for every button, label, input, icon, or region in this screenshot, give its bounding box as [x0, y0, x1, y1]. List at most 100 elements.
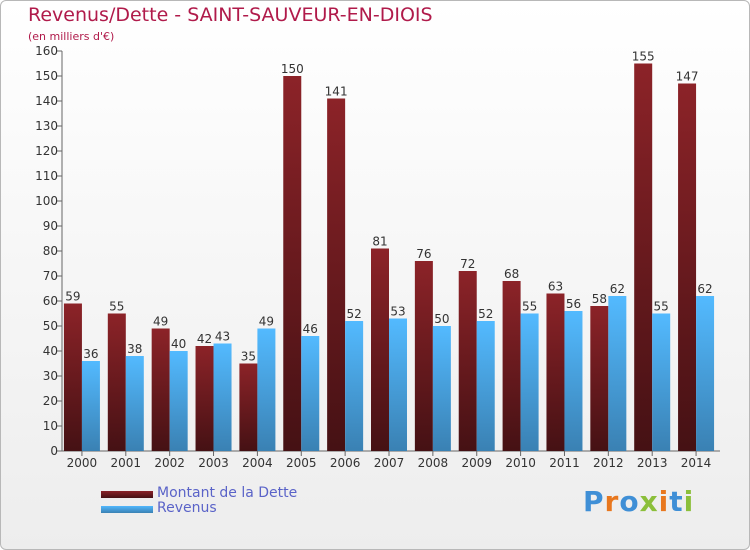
y-tick-label: 30: [43, 369, 58, 383]
bar-revenus: [520, 313, 539, 451]
bar-dette: [414, 261, 433, 451]
x-tick-label: 2001: [111, 456, 142, 470]
data-label-revenus: 46: [303, 322, 318, 336]
bar-revenus: [564, 311, 583, 451]
bar-revenus: [608, 296, 627, 451]
x-tick-label: 2010: [505, 456, 536, 470]
data-label-dette: 141: [325, 85, 348, 99]
x-tick-label: 2014: [681, 456, 712, 470]
y-tick-label: 80: [43, 244, 58, 258]
y-tick-label: 140: [35, 94, 58, 108]
x-tick-label: 2002: [154, 456, 185, 470]
data-label-dette: 55: [109, 300, 124, 314]
chart-subtitle: (en milliers d'€): [28, 30, 115, 43]
data-label-dette: 59: [65, 290, 80, 304]
bar-dette: [546, 293, 565, 451]
x-tick-label: 2005: [286, 456, 317, 470]
y-tick-label: 110: [35, 169, 58, 183]
data-label-dette: 42: [197, 332, 212, 346]
y-tick-label: 40: [43, 344, 58, 358]
data-label-dette: 150: [281, 62, 304, 76]
data-label-revenus: 49: [259, 315, 274, 329]
data-label-dette: 49: [153, 315, 168, 329]
y-tick-label: 100: [35, 194, 58, 208]
data-label-revenus: 38: [127, 342, 142, 356]
bar-revenus: [169, 351, 188, 451]
y-tick-label: 20: [43, 394, 58, 408]
data-label-revenus: 36: [83, 347, 98, 361]
bar-dette: [678, 83, 697, 451]
data-label-revenus: 55: [654, 300, 669, 314]
bar-dette: [502, 281, 521, 451]
legend-swatch-revenus: [101, 506, 153, 513]
logo-letter: x: [639, 485, 659, 518]
data-label-revenus: 40: [171, 337, 186, 351]
y-tick-label: 60: [43, 294, 58, 308]
data-label-revenus: 62: [697, 282, 712, 296]
bar-dette: [590, 306, 609, 451]
logo-letter: r: [604, 485, 620, 518]
bar-dette: [195, 346, 214, 451]
x-tick-label: 2004: [242, 456, 273, 470]
bar-revenus: [213, 343, 232, 451]
data-label-dette: 76: [416, 247, 431, 261]
data-label-revenus: 50: [434, 312, 449, 326]
y-tick-label: 160: [35, 44, 58, 58]
bar-revenus: [652, 313, 671, 451]
y-tick-label: 120: [35, 144, 58, 158]
data-label-dette: 58: [592, 292, 607, 306]
y-tick-label: 50: [43, 319, 58, 333]
x-tick-label: 2000: [67, 456, 98, 470]
bar-revenus: [301, 336, 320, 451]
y-tick-label: 10: [43, 419, 58, 433]
bar-dette: [327, 98, 346, 451]
x-tick-label: 2011: [549, 456, 580, 470]
data-label-revenus: 53: [390, 305, 405, 319]
bar-dette: [107, 313, 126, 451]
x-tick-label: 2003: [198, 456, 229, 470]
bar-dette: [151, 328, 170, 451]
data-label-revenus: 52: [478, 307, 493, 321]
data-label-dette: 81: [372, 235, 387, 249]
bar-revenus: [696, 296, 715, 451]
data-label-revenus: 62: [610, 282, 625, 296]
y-tick-label: 0: [50, 444, 58, 458]
bar-revenus: [345, 321, 364, 451]
data-label-revenus: 52: [346, 307, 361, 321]
x-tick-label: 2008: [418, 456, 449, 470]
proxiti-logo: Proxiti: [583, 485, 694, 518]
data-label-revenus: 43: [215, 330, 230, 344]
legend-label-revenus: Revenus: [157, 500, 217, 516]
x-tick-label: 2006: [330, 456, 361, 470]
bar-revenus: [389, 318, 407, 451]
legend-swatch-dette: [101, 491, 153, 498]
logo-letter: i: [658, 485, 670, 518]
bar-revenus: [476, 321, 495, 451]
bar-revenus: [432, 326, 451, 451]
data-label-dette: 68: [504, 267, 519, 281]
data-label-dette: 72: [460, 257, 475, 271]
data-label-dette: 35: [241, 350, 256, 364]
chart-title: Revenus/Dette - SAINT-SAUVEUR-EN-DIOIS: [28, 4, 433, 26]
data-label-dette: 63: [548, 280, 563, 294]
x-tick-label: 2009: [461, 456, 492, 470]
y-tick-label: 70: [43, 269, 58, 283]
logo-letter: o: [619, 485, 640, 518]
bar-dette: [458, 271, 477, 451]
bar-dette: [283, 76, 302, 451]
bar-revenus: [257, 328, 276, 451]
x-tick-label: 2012: [593, 456, 624, 470]
y-tick-label: 130: [35, 119, 58, 133]
y-tick-label: 90: [43, 219, 58, 233]
bar-dette: [239, 363, 258, 451]
bar-dette: [63, 303, 82, 451]
bar-revenus: [125, 356, 144, 451]
bar-dette: [371, 248, 389, 451]
data-label-revenus: 56: [566, 297, 581, 311]
data-label-revenus: 55: [522, 300, 537, 314]
x-tick-label: 2007: [374, 456, 405, 470]
logo-letter: t: [669, 485, 684, 518]
data-label-dette: 155: [632, 50, 655, 64]
